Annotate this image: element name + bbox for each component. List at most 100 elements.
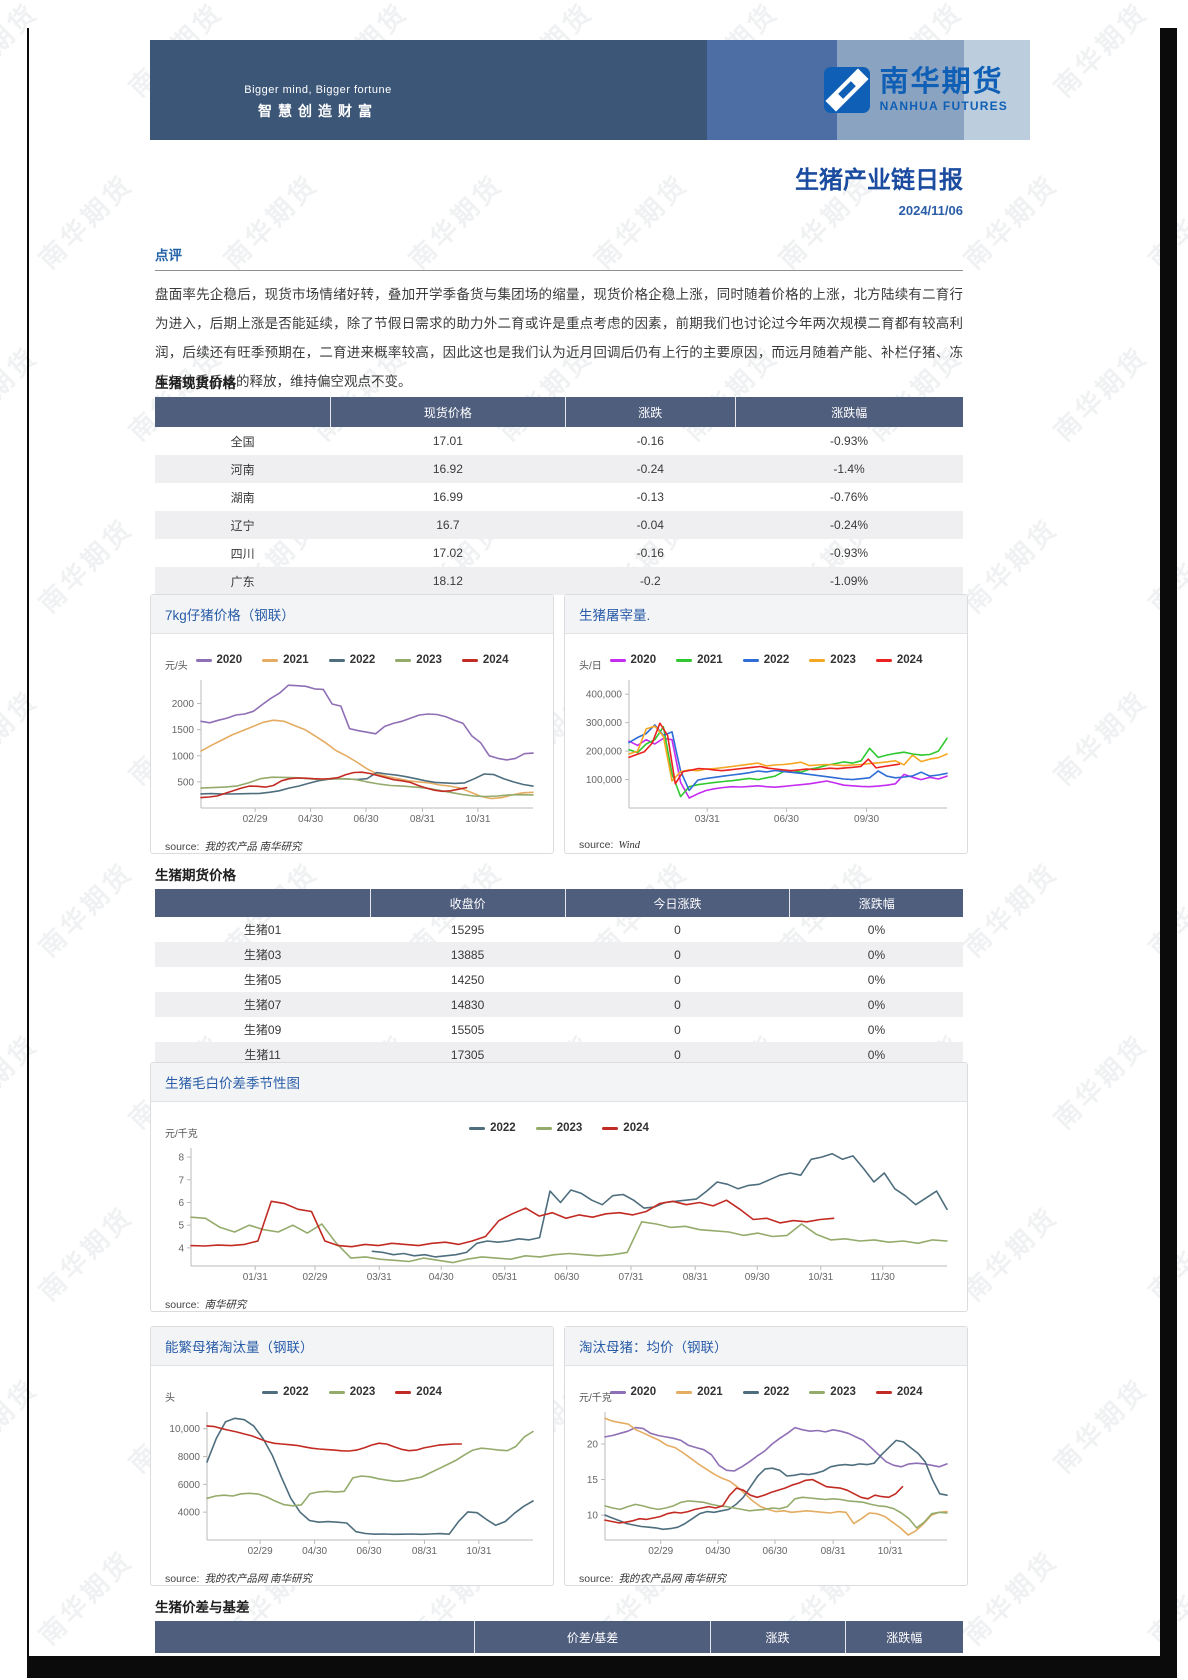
table-cell: -0.2 — [639, 574, 661, 588]
svg-text:10/31: 10/31 — [465, 814, 490, 825]
chart-source: source: 我的农产品 南华研究 — [165, 839, 543, 854]
tagline-english: Bigger mind, Bigger fortune — [244, 84, 392, 96]
legend-label: 2023 — [830, 1386, 856, 1398]
legend-label: 2022 — [763, 1386, 790, 1398]
table-cell: -1.4% — [833, 462, 865, 476]
source-label: source: — [165, 1299, 200, 1311]
table-row: 广东 18.12 -0.2 -1.09% — [155, 567, 963, 595]
table-row: 辽宁 16.7 -0.04 -0.24% — [155, 511, 963, 539]
basis-section: 生猪价差与基差 价差/基差 涨跌 涨跌幅 — [155, 1596, 963, 1653]
legend-label: 2022 — [490, 1122, 516, 1134]
chart-title: 能繁母猪淘汰量（钢联） — [151, 1327, 553, 1366]
legend-item: 2023 — [809, 654, 856, 666]
svg-text:6: 6 — [178, 1198, 184, 1209]
svg-text:08/31: 08/31 — [683, 1272, 708, 1283]
table-cell: -0.04 — [636, 518, 664, 532]
svg-text:02/29: 02/29 — [248, 1546, 273, 1557]
table-header-row: 收盘价 今日涨跌 涨跌幅 — [155, 889, 963, 917]
legend-dash — [195, 658, 212, 662]
svg-text:300,000: 300,000 — [586, 718, 623, 729]
svg-text:4000: 4000 — [178, 1508, 201, 1519]
svg-text:05/31: 05/31 — [492, 1272, 517, 1283]
legend-dash — [676, 658, 693, 662]
chart-title: 淘汰母猪：均价（钢联） — [565, 1327, 967, 1366]
svg-text:200,000: 200,000 — [586, 747, 623, 758]
series-line-2023 — [190, 1216, 948, 1264]
svg-text:03/31: 03/31 — [367, 1272, 392, 1283]
legend-dash — [609, 658, 626, 662]
column-header — [155, 397, 331, 427]
series-line-2023 — [200, 776, 534, 798]
column-header — [155, 1621, 475, 1653]
series-line-2022 — [604, 1439, 948, 1531]
legend-dash — [328, 1390, 345, 1394]
source-name: 我的农产品网 南华研究 — [618, 1574, 727, 1585]
legend-item: 2022 — [328, 654, 375, 666]
source-label: source: — [579, 1573, 614, 1585]
legend-item: 2021 — [262, 654, 309, 666]
table-cell: 16.7 — [436, 518, 460, 532]
column-header: 涨跌 — [564, 397, 736, 427]
series-line-2023 — [604, 1496, 948, 1529]
comment-divider — [155, 270, 963, 271]
table-cell: 0 — [674, 922, 681, 937]
svg-text:06/30: 06/30 — [554, 1272, 579, 1283]
series-line-2023 — [628, 725, 948, 782]
table-cell: 17.01 — [432, 434, 463, 448]
series-line-2023 — [206, 1430, 534, 1507]
svg-text:10/31: 10/31 — [466, 1546, 491, 1557]
chart-legend: 2020 2021 2022 2023 2024 — [575, 1380, 957, 1404]
futures-price-table: 收盘价 今日涨跌 涨跌幅 生猪01 15295 0 0% 生猪03 13885 0 0% 生猪05 14… — [155, 889, 963, 1067]
svg-text:1500: 1500 — [172, 725, 195, 736]
legend-dash — [809, 658, 826, 662]
table-cell: 13885 — [450, 947, 485, 962]
table-row: 四川 17.02 -0.16 -0.93% — [155, 539, 963, 567]
series-line-2024 — [190, 1199, 835, 1248]
legend-dash — [262, 658, 279, 662]
legend-item: 2023 — [395, 654, 442, 666]
table-cell: 14250 — [450, 972, 485, 987]
svg-text:04/30: 04/30 — [429, 1272, 454, 1283]
table-cell: 四川 — [230, 546, 255, 561]
table-header-row: 价差/基差 涨跌 涨跌幅 — [155, 1621, 963, 1653]
table-cell: 辽宁 — [230, 518, 255, 533]
svg-text:7: 7 — [178, 1175, 184, 1186]
legend-item: 2020 — [609, 654, 656, 666]
chart-source: source: 我的农产品网 南华研究 — [579, 1571, 957, 1586]
source-label: source: — [165, 1573, 200, 1585]
tagline-chinese: 智慧创造财富 — [258, 103, 378, 119]
table-cell: -0.13 — [636, 490, 664, 504]
svg-text:04/30: 04/30 — [298, 814, 323, 825]
legend-dash — [742, 658, 759, 662]
svg-text:8: 8 — [178, 1153, 184, 1164]
table-cell: 0 — [674, 1047, 681, 1062]
series-line-2022 — [206, 1417, 534, 1536]
legend-label: 2023 — [830, 654, 856, 666]
series-line-2024 — [200, 771, 468, 799]
legend-item: 2022 — [469, 1122, 516, 1134]
table-cell: -0.93% — [830, 434, 869, 448]
table-row: 生猪05 14250 0 0% — [155, 967, 963, 992]
section-title-futures: 生猪期货价格 — [155, 868, 236, 883]
table-cell: -0.16 — [636, 434, 664, 448]
svg-text:400,000: 400,000 — [586, 690, 623, 701]
company-logo: 南华期货 NANHUA FUTURES — [822, 55, 1008, 125]
series-line-2021 — [604, 1417, 948, 1536]
legend-dash — [609, 1390, 626, 1394]
svg-text:06/30: 06/30 — [353, 814, 378, 825]
comment-text: 盘面率先企稳后，现货市场情绪好转，叠加开学季备货与集团场的缩量，现货价格企稳上涨… — [155, 287, 963, 389]
table-cell: 18.12 — [432, 574, 463, 588]
svg-text:10: 10 — [587, 1511, 599, 1522]
series-line-2022 — [200, 771, 534, 795]
table-row: 生猪07 14830 0 0% — [155, 992, 963, 1017]
series-line-2024 — [604, 1478, 904, 1524]
svg-text:04/30: 04/30 — [705, 1546, 730, 1557]
piglet-price-chart: 500 1000 1500 2000 02/29 04/30 06/30 08/31 10/31 — [161, 674, 543, 831]
svg-text:2000: 2000 — [172, 699, 195, 710]
legend-item: 2022 — [742, 654, 789, 666]
table-cell: 生猪09 — [243, 1023, 282, 1037]
table-cell: 生猪07 — [243, 998, 282, 1012]
band-segment-lighter — [964, 40, 1030, 140]
table-row: 全国 17.01 -0.16 -0.93% — [155, 427, 963, 455]
table-cell: -0.93% — [830, 546, 869, 560]
